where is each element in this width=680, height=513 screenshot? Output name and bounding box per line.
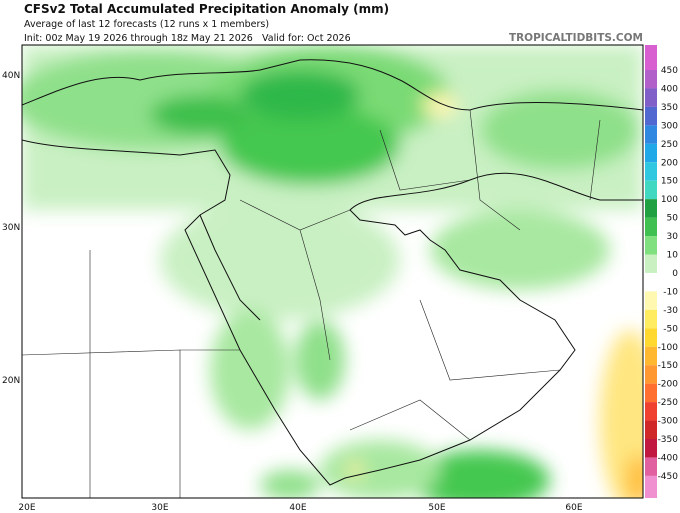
colorbar-label: -30 xyxy=(663,306,678,316)
colorbar-segment xyxy=(645,402,657,421)
colorbar-label: 10 xyxy=(667,251,679,261)
colorbar-segment xyxy=(645,291,657,310)
colorbar-segment xyxy=(645,309,657,329)
lon-label: 20E xyxy=(18,503,35,513)
colorbar-label: 250 xyxy=(661,140,678,150)
colorbar-segment xyxy=(645,439,657,458)
colorbar-label: 300 xyxy=(661,121,678,131)
colorbar-label: -50 xyxy=(663,324,678,334)
map-area xyxy=(22,45,643,498)
colorbar-label: -150 xyxy=(658,361,679,371)
lon-label: 50E xyxy=(428,503,445,513)
colorbar-segment xyxy=(645,70,657,89)
colorbar-label: 0 xyxy=(672,269,678,279)
colorbar-label: 200 xyxy=(661,158,678,168)
title: CFSv2 Total Accumulated Precipitation An… xyxy=(24,2,389,16)
lon-label: 40E xyxy=(289,503,306,513)
colorbar-label: -100 xyxy=(658,343,679,353)
colorbar-label: -10 xyxy=(663,287,678,297)
colorbar-label: 100 xyxy=(661,195,678,205)
colorbar-label: 350 xyxy=(661,103,678,113)
lat-label: 20N xyxy=(2,376,20,386)
colorbar-segment xyxy=(645,180,657,200)
map-frame xyxy=(21,44,644,499)
lat-label: 30N xyxy=(2,223,20,233)
colorbar-label: -350 xyxy=(658,435,679,445)
init-time: Init: 00z May 19 2026 through 18z May 21… xyxy=(24,33,253,44)
colorbar: 4504003503002502001501005030100-10-30-50… xyxy=(645,45,678,498)
colorbar-segment xyxy=(645,365,657,384)
colorbar-segment xyxy=(645,420,657,439)
colorbar-label: -300 xyxy=(658,417,679,427)
colorbar-segment xyxy=(645,106,657,126)
colorbar-label: 400 xyxy=(661,84,678,94)
colorbar-segment xyxy=(645,88,657,107)
colorbar-segment xyxy=(645,125,657,144)
colorbar-segment xyxy=(645,457,657,476)
lat-label: 40N xyxy=(2,71,20,81)
colorbar-label: 450 xyxy=(661,66,678,76)
colorbar-label: -400 xyxy=(658,453,679,463)
colorbar-segment xyxy=(645,162,657,181)
colorbar-label: -450 xyxy=(658,472,679,482)
anomaly-field xyxy=(22,45,643,498)
colorbar-segment xyxy=(645,199,657,218)
colorbar-segment xyxy=(645,143,657,163)
colorbar-label: -250 xyxy=(658,398,679,408)
colorbar-segment xyxy=(645,475,657,498)
colorbar-segment xyxy=(645,254,657,273)
colorbar-segment xyxy=(645,272,657,292)
colorbar-label: 150 xyxy=(661,177,678,187)
colorbar-label: 50 xyxy=(667,214,679,224)
colorbar-label: 30 xyxy=(667,232,679,242)
colorbar-segment xyxy=(645,383,657,403)
colorbar-label: -200 xyxy=(658,380,679,390)
colorbar-segment xyxy=(645,217,657,237)
valid-time: Valid for: Oct 2026 xyxy=(262,33,351,44)
colorbar-segment xyxy=(645,346,657,366)
lon-label: 30E xyxy=(151,503,168,513)
site-credit: TROPICALTIDBITS.COM xyxy=(509,32,643,44)
colorbar-segment xyxy=(645,328,657,347)
lon-label: 60E xyxy=(565,503,582,513)
subtitle: Average of last 12 forecasts (12 runs x … xyxy=(24,19,269,30)
colorbar-segment xyxy=(645,45,657,70)
colorbar-segment xyxy=(645,236,657,255)
